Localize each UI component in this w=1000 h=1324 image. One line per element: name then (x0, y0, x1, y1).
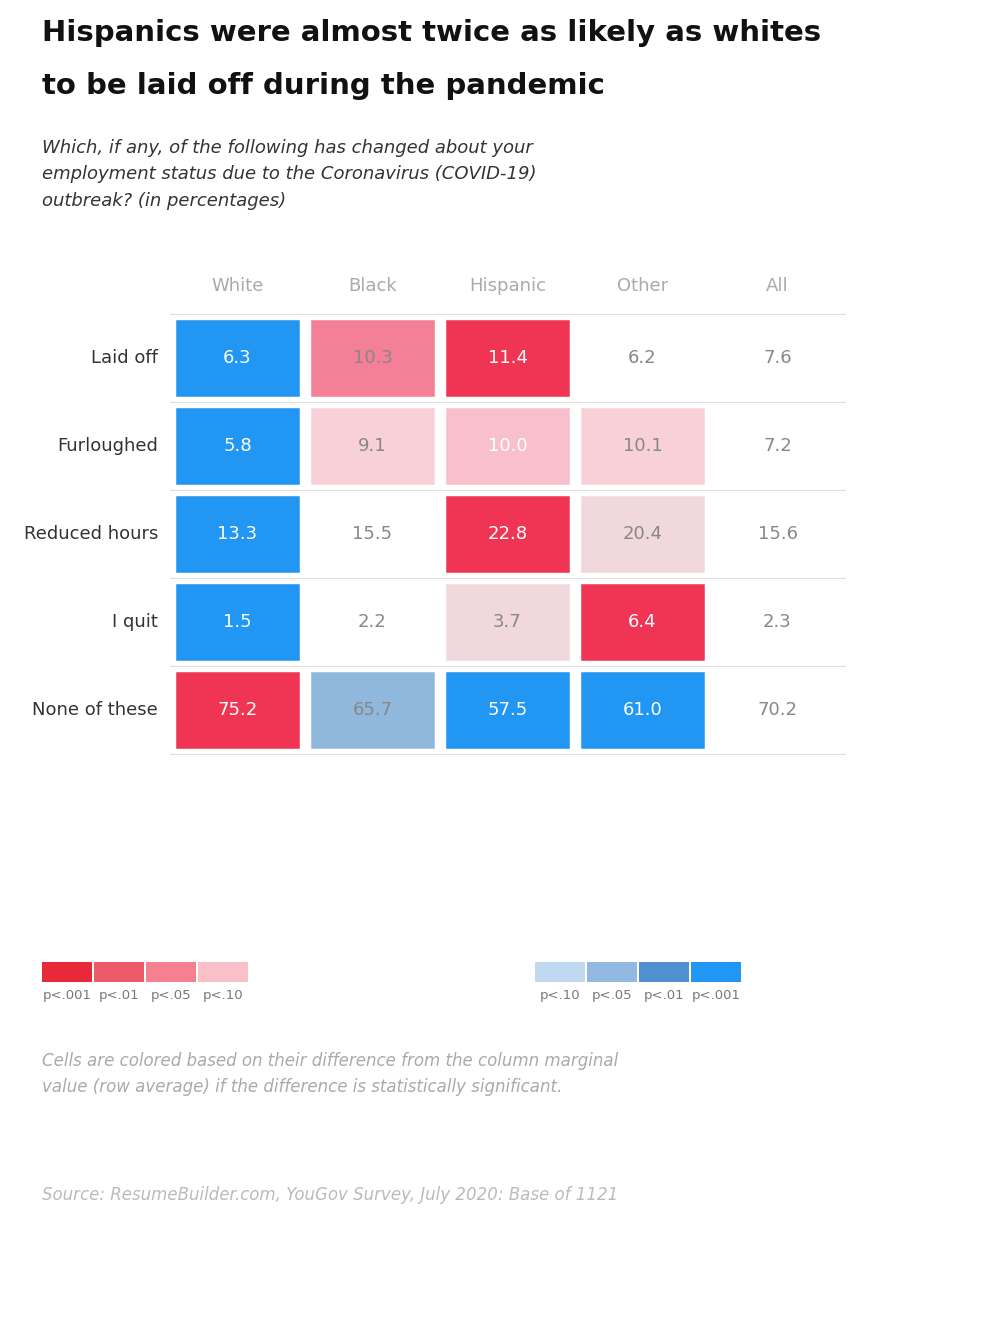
Text: Hispanics were almost twice as likely as whites: Hispanics were almost twice as likely as… (42, 19, 821, 46)
Text: p<.05: p<.05 (151, 989, 191, 1002)
Text: p<.10: p<.10 (540, 989, 580, 1002)
FancyBboxPatch shape (444, 406, 571, 486)
Text: p<.01: p<.01 (644, 989, 684, 1002)
Text: Laid off: Laid off (91, 350, 158, 367)
FancyBboxPatch shape (579, 583, 706, 662)
Text: All: All (766, 277, 789, 295)
Text: 65.7: 65.7 (352, 700, 393, 719)
FancyBboxPatch shape (174, 494, 301, 575)
FancyBboxPatch shape (535, 963, 585, 982)
Text: 22.8: 22.8 (487, 526, 528, 543)
Text: 75.2: 75.2 (217, 700, 258, 719)
Text: 5.8: 5.8 (223, 437, 252, 455)
FancyBboxPatch shape (198, 963, 248, 982)
Text: 9.1: 9.1 (358, 437, 387, 455)
Text: Reduced hours: Reduced hours (24, 526, 158, 543)
Text: 10.0: 10.0 (488, 437, 527, 455)
Text: I quit: I quit (112, 613, 158, 632)
FancyBboxPatch shape (444, 494, 571, 575)
FancyBboxPatch shape (309, 318, 436, 399)
Text: 2.3: 2.3 (763, 613, 792, 632)
Text: 20.4: 20.4 (623, 526, 663, 543)
Text: 13.3: 13.3 (217, 526, 258, 543)
Text: Hispanic: Hispanic (469, 277, 546, 295)
FancyBboxPatch shape (579, 494, 706, 575)
FancyBboxPatch shape (309, 670, 436, 749)
Text: Other: Other (617, 277, 668, 295)
Text: 6.4: 6.4 (628, 613, 657, 632)
FancyBboxPatch shape (174, 318, 301, 399)
Text: 15.5: 15.5 (352, 526, 393, 543)
Text: 70.2: 70.2 (758, 700, 798, 719)
Text: 2.2: 2.2 (358, 613, 387, 632)
Text: Which, if any, of the following has changed about your
employment status due to : Which, if any, of the following has chan… (42, 139, 536, 209)
Text: p<.05: p<.05 (592, 989, 632, 1002)
FancyBboxPatch shape (579, 670, 706, 749)
FancyBboxPatch shape (691, 963, 741, 982)
Text: 6.2: 6.2 (628, 350, 657, 367)
Text: p<.01: p<.01 (99, 989, 139, 1002)
FancyBboxPatch shape (309, 406, 436, 486)
Text: 57.5: 57.5 (487, 700, 528, 719)
Text: 61.0: 61.0 (623, 700, 662, 719)
Text: 6.3: 6.3 (223, 350, 252, 367)
Text: None of these: None of these (32, 700, 158, 719)
FancyBboxPatch shape (174, 406, 301, 486)
Text: p<.001: p<.001 (692, 989, 740, 1002)
FancyBboxPatch shape (174, 670, 301, 749)
FancyBboxPatch shape (42, 963, 92, 982)
Text: p<.001: p<.001 (42, 989, 92, 1002)
Text: p<.10: p<.10 (203, 989, 243, 1002)
Text: 1.5: 1.5 (223, 613, 252, 632)
Text: 15.6: 15.6 (758, 526, 798, 543)
Text: Furloughed: Furloughed (57, 437, 158, 455)
Text: 10.3: 10.3 (353, 350, 392, 367)
Text: Source: ResumeBuilder.com, YouGov Survey, July 2020: Base of 1121: Source: ResumeBuilder.com, YouGov Survey… (42, 1186, 618, 1204)
Text: Cells are colored based on their difference from the column marginal
value (row : Cells are colored based on their differe… (42, 1053, 618, 1096)
FancyBboxPatch shape (444, 583, 571, 662)
FancyBboxPatch shape (639, 963, 689, 982)
Text: 3.7: 3.7 (493, 613, 522, 632)
Text: 7.2: 7.2 (763, 437, 792, 455)
FancyBboxPatch shape (444, 318, 571, 399)
Text: 11.4: 11.4 (488, 350, 528, 367)
FancyBboxPatch shape (579, 406, 706, 486)
Text: Black: Black (348, 277, 397, 295)
FancyBboxPatch shape (587, 963, 637, 982)
FancyBboxPatch shape (444, 670, 571, 749)
Text: to be laid off during the pandemic: to be laid off during the pandemic (42, 71, 605, 101)
FancyBboxPatch shape (174, 583, 301, 662)
Text: 10.1: 10.1 (623, 437, 662, 455)
FancyBboxPatch shape (146, 963, 196, 982)
Text: 7.6: 7.6 (763, 350, 792, 367)
Text: White: White (211, 277, 264, 295)
FancyBboxPatch shape (94, 963, 144, 982)
